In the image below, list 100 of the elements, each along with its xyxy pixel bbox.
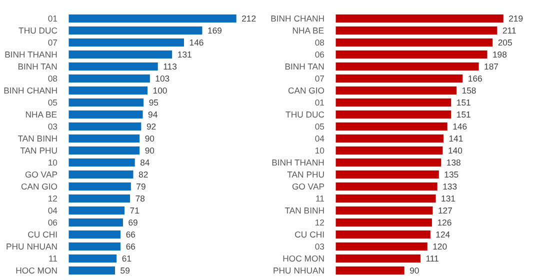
data-label: 169 xyxy=(208,26,222,36)
bar xyxy=(336,122,448,132)
y-tick-label: CAN GIO xyxy=(20,182,58,192)
bar xyxy=(68,206,126,216)
data-label: 212 xyxy=(242,14,256,24)
y-tick-label: GO VAP xyxy=(24,170,58,180)
y-tick-label: 05 xyxy=(314,122,325,132)
bar xyxy=(68,158,136,168)
data-label: 146 xyxy=(189,38,204,48)
y-tick-label: THU DUC xyxy=(286,110,325,120)
bar xyxy=(336,206,434,216)
data-label: 79 xyxy=(136,182,146,192)
bar xyxy=(336,50,488,60)
y-tick-label: 01 xyxy=(314,98,325,108)
y-tick-label: HOC MON xyxy=(16,266,58,276)
bar xyxy=(68,86,148,96)
y-tick-label: 11 xyxy=(48,254,58,264)
data-label: 135 xyxy=(444,170,459,180)
y-tick-label: NHA BE xyxy=(25,110,58,120)
y-tick-label: 04 xyxy=(314,134,325,144)
bar xyxy=(336,254,421,264)
bar xyxy=(336,158,442,168)
y-tick-label: BINH TAN xyxy=(284,62,324,72)
data-label: 141 xyxy=(448,134,464,144)
y-tick-label: 10 xyxy=(48,158,58,168)
data-label: 140 xyxy=(448,146,463,156)
data-label: 59 xyxy=(120,266,130,276)
y-tick-label: 08 xyxy=(48,74,58,84)
y-tick-label: CU CHI xyxy=(28,230,58,240)
data-label: 78 xyxy=(135,194,146,204)
y-tick-label: 06 xyxy=(314,50,325,60)
data-label: 158 xyxy=(462,86,476,96)
data-label: 69 xyxy=(128,218,138,228)
bar xyxy=(336,230,431,240)
data-label: 66 xyxy=(126,230,136,240)
y-tick-label: BINH THANH xyxy=(4,50,58,60)
y-tick-label: GO VAP xyxy=(292,182,325,192)
bar xyxy=(68,242,122,252)
bar xyxy=(68,26,203,36)
bar xyxy=(68,14,237,24)
data-label: 205 xyxy=(498,38,512,48)
bar xyxy=(336,98,452,108)
y-tick-label: 10 xyxy=(314,146,325,156)
bar xyxy=(68,134,140,144)
y-tick-label: BINH THANH xyxy=(272,158,324,168)
bar xyxy=(336,182,438,192)
data-label: 90 xyxy=(144,134,155,144)
data-label: 111 xyxy=(426,254,440,264)
data-label: 113 xyxy=(163,62,178,72)
y-tick-label: HOC MON xyxy=(282,254,325,264)
data-label: 219 xyxy=(508,14,524,24)
bar xyxy=(68,50,173,60)
bar xyxy=(68,194,131,204)
y-tick-label: TAN PHU xyxy=(287,170,325,180)
y-tick-label: BINH TAN xyxy=(18,62,58,72)
bar xyxy=(68,146,140,156)
data-label: 95 xyxy=(148,98,159,108)
y-tick-label: BINH CHANH xyxy=(270,14,325,24)
bar xyxy=(68,170,134,180)
y-tick-label: NHA BE xyxy=(292,26,324,36)
bar xyxy=(68,38,185,48)
bar xyxy=(336,146,444,156)
bar xyxy=(336,242,428,252)
data-label: 131 xyxy=(177,50,192,60)
bar xyxy=(336,14,504,24)
bar xyxy=(68,62,158,72)
data-label: 103 xyxy=(155,74,170,84)
y-tick-label: 12 xyxy=(48,194,58,204)
bar xyxy=(68,266,116,276)
y-tick-label: CU CHI xyxy=(294,230,325,240)
y-tick-label: 03 xyxy=(314,242,325,252)
bar xyxy=(336,110,452,120)
bar xyxy=(68,218,124,228)
data-label: 90 xyxy=(410,266,420,276)
data-label: 133 xyxy=(442,182,458,192)
y-tick-label: TAN BINH xyxy=(284,206,325,216)
bar xyxy=(336,194,436,204)
bar xyxy=(336,62,480,72)
y-tick-label: PHU NHUAN xyxy=(273,266,325,276)
data-label: 66 xyxy=(126,242,136,252)
y-tick-label: TAN PHU xyxy=(20,146,58,156)
bar xyxy=(336,86,458,96)
y-tick-label: 01 xyxy=(48,14,58,24)
data-label: 146 xyxy=(452,122,468,132)
y-tick-label: 12 xyxy=(314,218,325,228)
y-tick-label: 05 xyxy=(48,98,58,108)
bar xyxy=(336,170,440,180)
bar xyxy=(336,134,444,144)
bar xyxy=(68,110,144,120)
data-label: 151 xyxy=(456,110,472,120)
data-label: 138 xyxy=(446,158,462,168)
bar xyxy=(336,266,405,276)
data-label: 61 xyxy=(122,254,132,264)
data-label: 124 xyxy=(436,230,450,240)
bar xyxy=(68,98,144,108)
y-tick-label: 08 xyxy=(314,38,325,48)
data-label: 127 xyxy=(438,206,453,216)
bar xyxy=(68,254,118,264)
y-tick-label: 07 xyxy=(314,74,325,84)
data-label: 151 xyxy=(456,98,472,108)
